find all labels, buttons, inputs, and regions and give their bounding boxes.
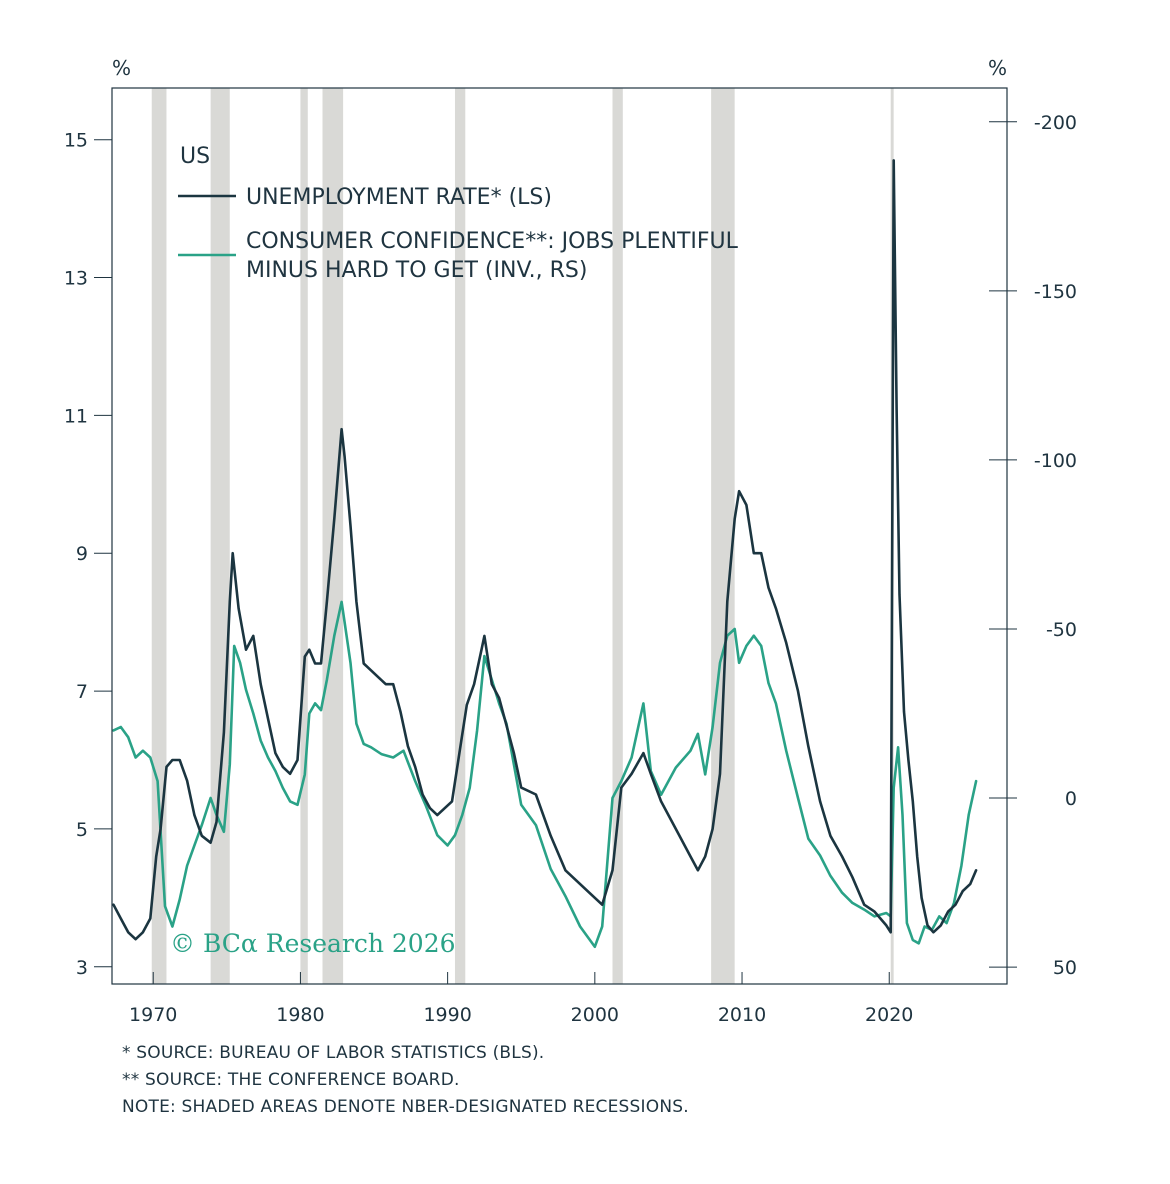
footnote-bls: * SOURCE: BUREAU OF LABOR STATISTICS (BL…: [122, 1043, 545, 1063]
legend-label-consumer-confidence: CONSUMER CONFIDENCE**: JOBS PLENTIFUL MI…: [246, 229, 745, 283]
recession-band: [210, 88, 230, 984]
footnote-recessions: NOTE: SHADED AREAS DENOTE NBER-DESIGNATE…: [122, 1097, 689, 1117]
footnotes: * SOURCE: BUREAU OF LABOR STATISTICS (BL…: [122, 1040, 689, 1121]
plot-frame: [111, 87, 1008, 985]
left-tick-label: 11: [64, 405, 88, 427]
x-axis: 1970 1980 1990 2000 2010 2020: [129, 972, 913, 1026]
recession-shading-group: [151, 88, 894, 984]
series-line-consumer-confidence: [112, 600, 978, 949]
series-group: [112, 159, 978, 949]
copyright-watermark: © BCα Research 2026: [170, 929, 456, 958]
right-tick-label: -100: [1034, 450, 1077, 472]
x-tick-label: 2010: [718, 1004, 766, 1026]
right-axis: -200 -150 -100 -50 0 50: [989, 112, 1077, 979]
legend-label-line-2: MINUS HARD TO GET (INV., RS): [246, 258, 587, 283]
right-axis-unit: %: [988, 56, 1007, 80]
left-tick-label: 9: [76, 543, 88, 565]
x-tick-label: 1990: [423, 1004, 471, 1026]
right-tick-label: -200: [1034, 112, 1077, 134]
legend: US UNEMPLOYMENT RATE* (LS) CONSUMER CONF…: [178, 144, 745, 283]
right-tick-label: 0: [1065, 788, 1077, 810]
legend-label-line-1: CONSUMER CONFIDENCE**: JOBS PLENTIFUL: [246, 229, 739, 254]
right-tick-label: -50: [1046, 619, 1077, 641]
recession-band: [151, 88, 167, 984]
series-line-unemployment: [112, 159, 978, 941]
recession-band: [612, 88, 623, 984]
left-tick-label: 13: [64, 268, 88, 290]
left-tick-label: 5: [76, 819, 88, 841]
legend-label-unemployment: UNEMPLOYMENT RATE* (LS): [246, 185, 552, 210]
x-tick-label: 1980: [276, 1004, 324, 1026]
x-tick-label: 2020: [865, 1004, 913, 1026]
left-tick-label: 3: [76, 957, 88, 979]
left-tick-label: 15: [64, 130, 88, 152]
x-tick-label: 2000: [571, 1004, 619, 1026]
recession-band: [300, 88, 308, 984]
recession-band: [454, 88, 466, 984]
left-axis: 3 5 7 9 11 13 15: [64, 130, 112, 979]
legend-title: US: [180, 144, 210, 169]
left-tick-label: 7: [76, 681, 88, 703]
right-tick-label: -150: [1034, 281, 1077, 303]
right-tick-label: 50: [1053, 957, 1077, 979]
footnote-conference-board: ** SOURCE: THE CONFERENCE BOARD.: [122, 1070, 460, 1090]
left-axis-unit: %: [112, 56, 131, 80]
recession-band: [711, 88, 735, 984]
x-tick-label: 1970: [129, 1004, 177, 1026]
